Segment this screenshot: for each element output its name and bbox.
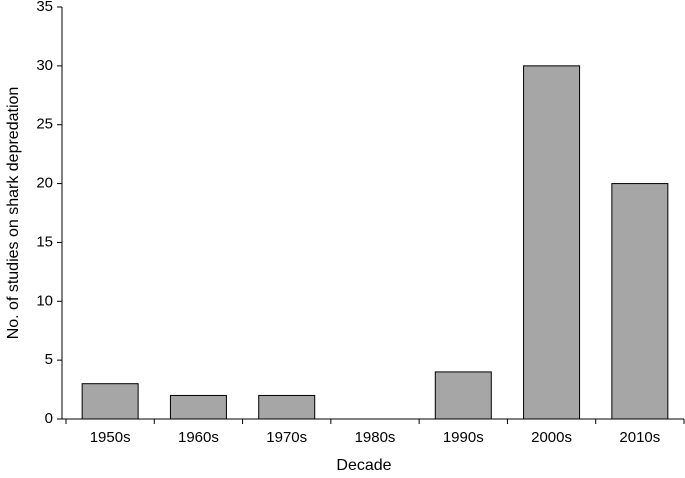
y-tick-label: 5 (45, 351, 53, 368)
bar (81, 383, 139, 420)
y-tick-label: 10 (36, 292, 53, 309)
y-tick-label: 35 (36, 0, 53, 15)
x-tick-label: 1950s (90, 429, 131, 446)
y-tick-label: 25 (36, 116, 53, 133)
bar (434, 371, 492, 420)
y-tick-label: 30 (36, 57, 53, 74)
x-tick-label: 1960s (178, 429, 219, 446)
y-axis-title: No. of studies on shark depredation (5, 87, 22, 340)
bar (169, 394, 227, 420)
x-tick-label: 1970s (266, 429, 307, 446)
bar (611, 183, 669, 420)
y-tick-label: 20 (36, 175, 53, 192)
x-tick-label: 2010s (619, 429, 660, 446)
bar (258, 394, 316, 420)
bar (523, 65, 581, 420)
y-tick-label: 0 (45, 410, 53, 427)
x-tick-label: 1980s (355, 429, 396, 446)
x-tick-label: 1990s (443, 429, 484, 446)
y-tick-label: 15 (36, 233, 53, 250)
x-tick-label: 2000s (531, 429, 572, 446)
x-axis-title: Decade (336, 457, 391, 474)
